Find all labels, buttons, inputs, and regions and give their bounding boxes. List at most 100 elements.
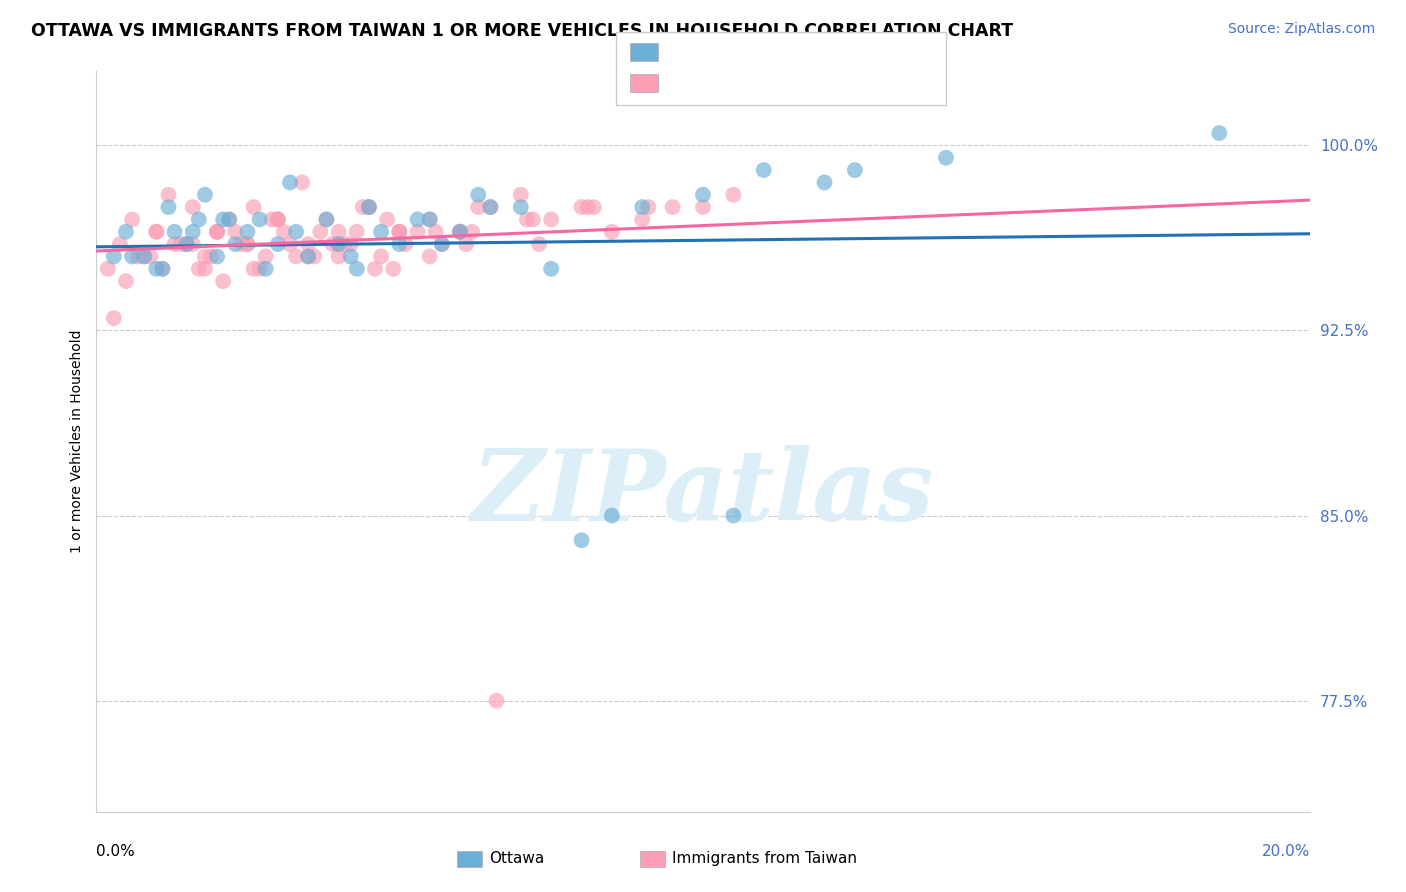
Point [752, 163, 775, 178]
Point [121, 212, 143, 227]
Point [467, 200, 489, 214]
Point [236, 237, 259, 252]
Point [115, 274, 138, 288]
Point [346, 225, 368, 239]
Point [315, 212, 337, 227]
Point [205, 249, 228, 263]
Text: Immigrants from Taiwan: Immigrants from Taiwan [672, 852, 858, 866]
Point [267, 212, 290, 227]
Point [522, 212, 544, 227]
Point [157, 187, 180, 202]
Point [364, 261, 387, 276]
Point [285, 225, 308, 239]
Point [134, 249, 156, 263]
Point [224, 225, 246, 239]
Point [631, 212, 654, 227]
Point [260, 212, 283, 227]
Point [163, 237, 186, 252]
Point [187, 261, 209, 276]
Point [600, 508, 623, 523]
Point [461, 225, 484, 239]
Point [425, 225, 447, 239]
Text: N = 48: N = 48 [782, 45, 839, 59]
Point [328, 225, 350, 239]
Point [600, 225, 623, 239]
Point [212, 274, 235, 288]
Point [285, 249, 308, 263]
Point [692, 200, 714, 214]
Point [571, 533, 593, 548]
Point [370, 249, 392, 263]
Point [157, 200, 180, 214]
Point [224, 237, 246, 252]
Point [449, 225, 471, 239]
Point [291, 175, 314, 189]
Point [576, 200, 599, 214]
Point [449, 225, 471, 239]
Point [394, 237, 416, 252]
Point [169, 237, 191, 252]
Y-axis label: 1 or more Vehicles in Household: 1 or more Vehicles in Household [70, 330, 84, 553]
Point [357, 200, 380, 214]
Point [388, 225, 411, 239]
Point [134, 249, 156, 263]
Point [115, 225, 138, 239]
Point [479, 200, 502, 214]
Point [333, 237, 356, 252]
Point [297, 249, 319, 263]
Point [419, 249, 441, 263]
Point [315, 212, 337, 227]
Point [108, 237, 131, 252]
Point [218, 212, 240, 227]
Point [540, 212, 562, 227]
Point [236, 225, 259, 239]
Point [406, 212, 429, 227]
Point [176, 237, 198, 252]
Point [205, 225, 228, 239]
Point [449, 225, 471, 239]
Point [145, 225, 167, 239]
Point [430, 237, 453, 252]
Point [328, 237, 350, 252]
Text: Ottawa: Ottawa [489, 852, 544, 866]
Point [582, 200, 605, 214]
Point [297, 237, 319, 252]
Point [456, 237, 478, 252]
Point [278, 175, 301, 189]
Point [328, 237, 350, 252]
Point [194, 187, 217, 202]
Point [218, 212, 240, 227]
Point [145, 225, 167, 239]
Point [430, 237, 453, 252]
Point [509, 187, 531, 202]
Point [388, 237, 411, 252]
Point [661, 200, 683, 214]
Point [242, 261, 264, 276]
Point [297, 249, 319, 263]
Point [236, 237, 259, 252]
Point [139, 249, 162, 263]
Point [419, 212, 441, 227]
Point [267, 212, 290, 227]
Point [103, 249, 125, 263]
Point [485, 693, 508, 707]
Point [309, 225, 332, 239]
Point [242, 200, 264, 214]
Point [692, 187, 714, 202]
Point [1208, 126, 1230, 140]
Point [97, 261, 120, 276]
Point [181, 200, 204, 214]
Point [205, 225, 228, 239]
Point [346, 261, 368, 276]
Point [194, 261, 217, 276]
Point [723, 508, 745, 523]
Point [254, 261, 277, 276]
Point [181, 225, 204, 239]
Point [357, 200, 380, 214]
Point [467, 187, 489, 202]
Point [339, 249, 361, 263]
Point [254, 249, 277, 263]
Point [540, 261, 562, 276]
Point [370, 225, 392, 239]
Point [121, 249, 143, 263]
